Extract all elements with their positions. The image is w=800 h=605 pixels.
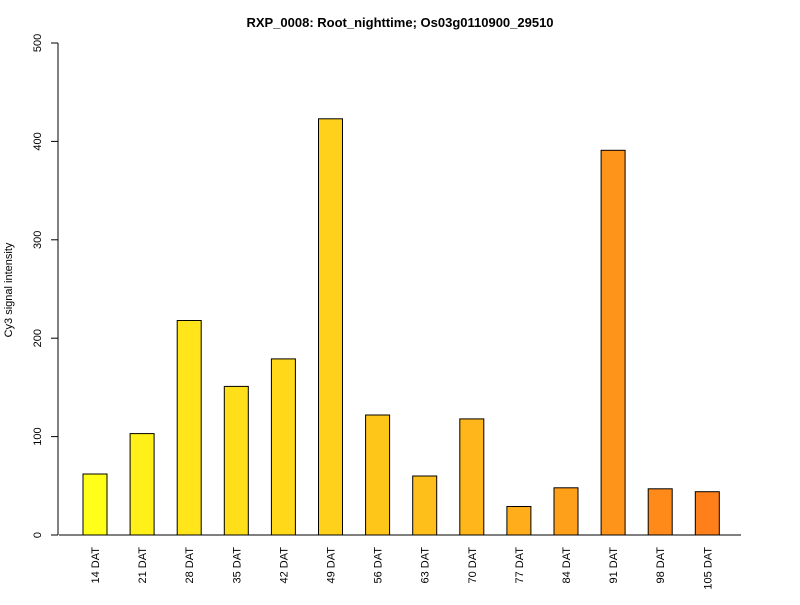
bar-56-dat	[365, 414, 391, 536]
bar-63-dat	[412, 475, 438, 536]
x-tick-label: 49 DAT	[326, 547, 338, 584]
x-tick-label: 21 DAT	[137, 547, 149, 584]
y-tick-label: 0	[32, 532, 44, 538]
y-axis: 0 100 200 300 400 500	[32, 34, 59, 538]
bar-77-dat	[506, 506, 532, 536]
x-tick-label: 63 DAT	[420, 547, 432, 584]
chart-title: RXP_0008: Root_nighttime; Os03g0110900_2…	[246, 15, 553, 30]
y-tick-label: 200	[32, 329, 44, 347]
x-axis: 14 DAT 21 DAT 28 DAT 35 DAT 42 DAT 49 DAT 56 D…	[59, 534, 741, 590]
bar-49-dat	[318, 118, 343, 536]
bar-35-dat	[223, 385, 249, 536]
x-tick-label: 84 DAT	[561, 547, 573, 584]
bar-28-dat	[176, 320, 202, 536]
y-axis-label: Cy3 signal intensity	[3, 242, 15, 337]
bar-14-dat	[82, 473, 108, 536]
x-tick-label: 28 DAT	[184, 547, 196, 584]
y-tick-label: 300	[32, 231, 44, 249]
bars-group	[82, 118, 720, 536]
y-tick-label: 500	[32, 34, 44, 52]
x-tick-label: 91 DAT	[608, 547, 620, 584]
x-tick-label: 77 DAT	[514, 547, 526, 584]
x-tick-label: 98 DAT	[655, 547, 667, 584]
bar-42-dat	[270, 358, 296, 536]
x-tick-label: 35 DAT	[231, 547, 243, 584]
bar-91-dat	[600, 149, 626, 536]
bar-70-dat	[459, 418, 485, 536]
bar-105-dat	[694, 491, 720, 536]
x-tick-label: 42 DAT	[278, 547, 290, 584]
y-tick-label: 100	[32, 427, 44, 445]
bar-21-dat	[129, 433, 155, 536]
x-tick-label: 14 DAT	[90, 547, 102, 584]
bar-98-dat	[647, 488, 673, 536]
x-tick-label: 56 DAT	[373, 547, 385, 584]
bar-84-dat	[553, 487, 579, 536]
x-tick-label: 105 DAT	[702, 547, 714, 590]
x-tick-label: 70 DAT	[467, 547, 479, 584]
y-tick-label: 400	[32, 132, 44, 150]
